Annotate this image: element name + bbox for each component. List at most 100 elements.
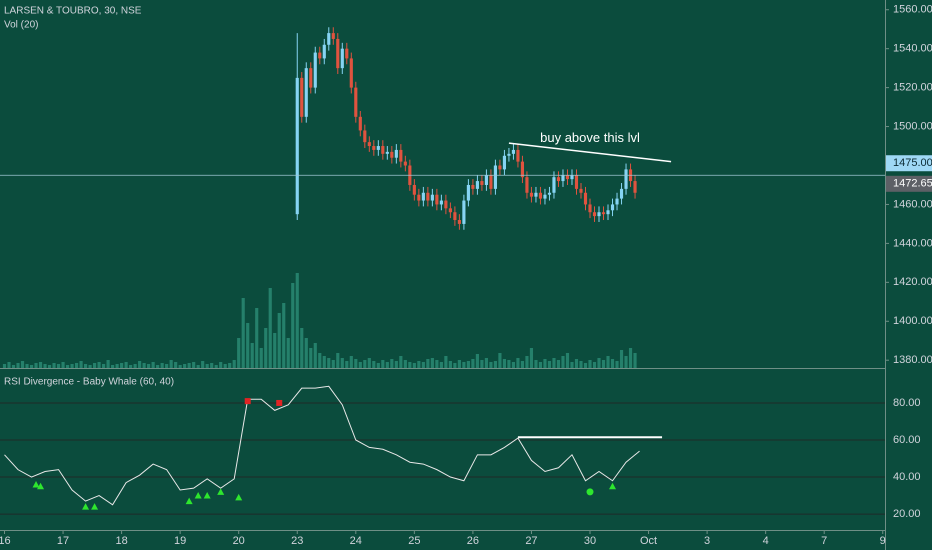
x-tick-label: 9 (880, 535, 886, 547)
volume-bar (120, 363, 124, 368)
candle-body (529, 192, 534, 197)
volume-bar (246, 323, 250, 368)
candle-body (507, 153, 511, 156)
candle-body (349, 58, 353, 88)
volume-bar (439, 362, 443, 368)
candle-body (340, 48, 344, 69)
volume-bar (484, 358, 488, 368)
candle-body (633, 181, 637, 193)
x-tick-label: 18 (115, 535, 127, 547)
candle-body (493, 165, 497, 189)
candle-body (363, 130, 367, 143)
candle-body (610, 204, 615, 211)
x-tick-label: Oct (640, 535, 657, 547)
volume-bar (516, 358, 520, 368)
candle-body (403, 161, 407, 166)
candle-body (354, 87, 358, 117)
volume-bar (574, 359, 579, 368)
volume-bar (628, 348, 633, 368)
candle-body (597, 212, 601, 217)
candle-body (547, 192, 552, 195)
symbol-title: LARSEN & TOUBRO, 30, NSE (4, 6, 142, 17)
candle-body (444, 200, 448, 209)
volume-bar (264, 328, 268, 368)
candle-body (426, 192, 430, 201)
signal-triangle (609, 482, 617, 490)
volume-bar (408, 362, 412, 368)
volume-bar (286, 338, 290, 368)
volume-bar (2, 364, 7, 368)
volume-bar (34, 363, 38, 368)
volume-bar (448, 361, 452, 368)
volume-bar (61, 362, 65, 368)
y-tick-label: 1460.00 (893, 198, 932, 210)
volume-bar (273, 333, 277, 368)
volume-bar (169, 360, 173, 368)
candle-body (543, 194, 547, 199)
volume-bar (47, 365, 52, 368)
x-tick-label: 30 (584, 535, 596, 547)
volume-bar (349, 356, 353, 368)
x-tick-label: 17 (57, 535, 69, 547)
volume-bar (106, 360, 110, 368)
volume-bar (606, 356, 610, 368)
x-tick-label: 16 (0, 535, 11, 547)
candle-body (358, 116, 362, 131)
volume-bar (214, 365, 218, 368)
volume-bar (223, 364, 227, 368)
volume-bar (525, 356, 529, 368)
volume-bar (534, 360, 538, 368)
volume-bar (592, 362, 597, 368)
volume-bar (466, 361, 470, 368)
volume-bar (29, 365, 34, 368)
volume-bar (453, 363, 457, 368)
candle-body (552, 177, 556, 193)
candle-body (421, 192, 425, 201)
candle-body (579, 188, 583, 193)
candle-body (471, 184, 475, 189)
x-tick-label: 23 (291, 535, 303, 547)
y-tick-label: 1380.00 (893, 354, 932, 366)
volume-bar (345, 361, 349, 368)
x-tick-label: 27 (525, 535, 537, 547)
volume-bar (390, 359, 394, 368)
candle-body (376, 146, 380, 150)
volume-bar (556, 360, 561, 368)
volume-bar (147, 364, 151, 368)
volume-bar (372, 361, 376, 368)
volume-bar (340, 358, 344, 368)
candle-body (538, 192, 543, 199)
volume-bar (277, 313, 281, 368)
volume-bar (259, 348, 263, 368)
volume-bar (624, 356, 628, 368)
volume-bar (444, 356, 448, 368)
volume-bar (619, 350, 624, 368)
volume-bar (165, 364, 169, 368)
volume-bar (601, 360, 606, 368)
volume-bar (322, 356, 326, 368)
signal-triangle (91, 503, 99, 510)
volume-bar (403, 360, 407, 368)
signal-triangle (203, 492, 211, 499)
price-label: 1472.65 (893, 178, 932, 190)
candle-body (534, 192, 538, 197)
volume-bar (493, 361, 497, 368)
volume-bar (196, 365, 200, 368)
volume-bar (610, 359, 615, 368)
volume-bar (56, 364, 61, 368)
volume-bar (25, 364, 29, 368)
candle-body (394, 149, 398, 158)
y-tick-label: 20.00 (893, 508, 921, 520)
volume-bar (309, 348, 313, 368)
candle-body (313, 52, 317, 88)
volume-bar (543, 359, 547, 368)
candle-body (322, 44, 326, 59)
volume-bar (160, 363, 164, 368)
volume-bar (124, 362, 128, 368)
x-tick-label: 19 (174, 535, 186, 547)
candle-body (381, 146, 385, 154)
x-tick-label: 4 (763, 535, 769, 547)
candle-body (390, 151, 394, 158)
candle-body (498, 165, 502, 170)
